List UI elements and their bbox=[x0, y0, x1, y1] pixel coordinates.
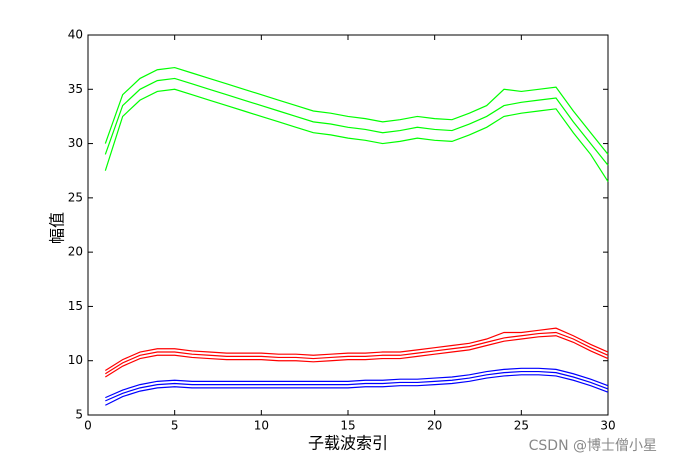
series-line bbox=[104, 88, 609, 182]
x-tick-label: 20 bbox=[427, 419, 442, 433]
series-line bbox=[105, 374, 609, 406]
series-line bbox=[105, 370, 609, 402]
watermark: CSDN @博士僧小星 bbox=[529, 437, 657, 454]
x-axis-label: 子载波索引 bbox=[308, 434, 388, 453]
series-line bbox=[105, 367, 609, 399]
series-line bbox=[105, 335, 609, 378]
y-tick-label: 15 bbox=[68, 299, 83, 313]
y-tick-label: 35 bbox=[68, 82, 83, 96]
x-tick-label: 10 bbox=[254, 419, 269, 433]
series-line bbox=[104, 77, 609, 166]
series-line bbox=[105, 327, 609, 371]
y-tick-label: 40 bbox=[68, 28, 83, 42]
y-tick-label: 25 bbox=[68, 190, 83, 204]
y-tick-label: 5 bbox=[75, 408, 83, 422]
y-tick-label: 10 bbox=[68, 353, 83, 367]
x-tick-label: 15 bbox=[340, 419, 355, 433]
series-line bbox=[104, 66, 609, 155]
x-tick-label: 5 bbox=[171, 419, 179, 433]
x-tick-label: 25 bbox=[514, 419, 529, 433]
x-tick-label: 30 bbox=[600, 419, 615, 433]
y-tick-label: 30 bbox=[68, 136, 83, 150]
series-line bbox=[105, 331, 609, 375]
y-tick-label: 20 bbox=[68, 245, 83, 259]
plot-frame bbox=[87, 34, 609, 416]
y-axis-label: 幅值 bbox=[48, 212, 67, 244]
x-tick-label: 0 bbox=[84, 419, 92, 433]
